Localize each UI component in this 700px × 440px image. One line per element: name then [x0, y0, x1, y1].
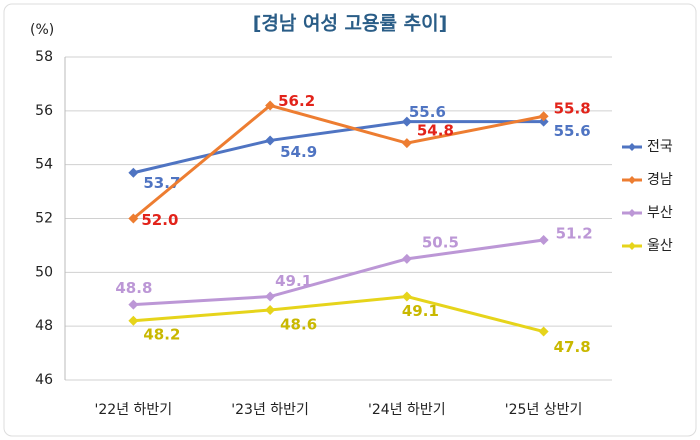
value-label: 55.8 — [554, 100, 591, 118]
marker — [538, 326, 549, 337]
legend-label: 전국 — [647, 139, 673, 155]
x-tick-label: '25년 상반기 — [505, 402, 583, 418]
value-label: 49.1 — [402, 302, 439, 320]
marker — [538, 116, 549, 127]
value-label: 54.8 — [417, 122, 454, 140]
marker — [538, 111, 549, 122]
chart-title: [경남 여성 고용률 추이] — [253, 13, 448, 35]
legend-marker — [628, 143, 636, 151]
x-tick-label: '24년 하반기 — [368, 402, 446, 418]
y-axis-label: (%) — [30, 22, 54, 38]
y-tick-label: 46 — [35, 372, 53, 388]
marker — [265, 291, 276, 302]
value-label: 55.6 — [409, 103, 446, 121]
value-label: 54.9 — [280, 143, 317, 161]
marker — [128, 299, 139, 310]
value-label: 55.6 — [554, 122, 591, 140]
chart-frame — [3, 3, 697, 437]
marker — [538, 235, 549, 246]
marker — [265, 100, 276, 111]
legend-label: 울산 — [647, 238, 673, 254]
value-label: 47.8 — [554, 338, 591, 356]
value-label: 52.0 — [141, 211, 178, 229]
y-tick-label: 48 — [35, 318, 53, 334]
marker — [401, 291, 412, 302]
legend-marker — [628, 209, 636, 217]
series-line — [133, 238, 544, 307]
marker — [401, 253, 412, 264]
y-tick-label: 50 — [35, 264, 53, 280]
y-tick-label: 52 — [35, 211, 53, 227]
marker — [128, 315, 139, 326]
legend-label: 경남 — [647, 172, 673, 188]
value-label: 51.2 — [556, 225, 593, 243]
value-label: 48.2 — [143, 325, 180, 343]
legend-label: 부산 — [647, 205, 673, 221]
y-tick-label: 58 — [35, 49, 53, 65]
series-line — [132, 103, 544, 220]
series-line — [133, 120, 544, 175]
y-tick-label: 54 — [35, 157, 53, 173]
value-label: 48.8 — [115, 279, 152, 297]
marker — [128, 213, 139, 224]
x-tick-label: '23년 하반기 — [231, 402, 309, 418]
value-label: 56.2 — [278, 92, 315, 110]
x-tick-label: '22년 하반기 — [95, 402, 173, 418]
legend-marker — [628, 242, 636, 250]
marker — [401, 138, 412, 149]
value-label: 48.6 — [280, 316, 317, 334]
y-tick-label: 56 — [35, 103, 53, 119]
marker — [265, 305, 276, 316]
marker — [265, 135, 276, 146]
value-label: 49.1 — [275, 272, 312, 290]
series-line — [133, 295, 544, 334]
marker — [401, 116, 412, 127]
value-label: 50.5 — [422, 233, 459, 251]
marker — [128, 167, 139, 178]
legend-marker — [628, 176, 636, 184]
